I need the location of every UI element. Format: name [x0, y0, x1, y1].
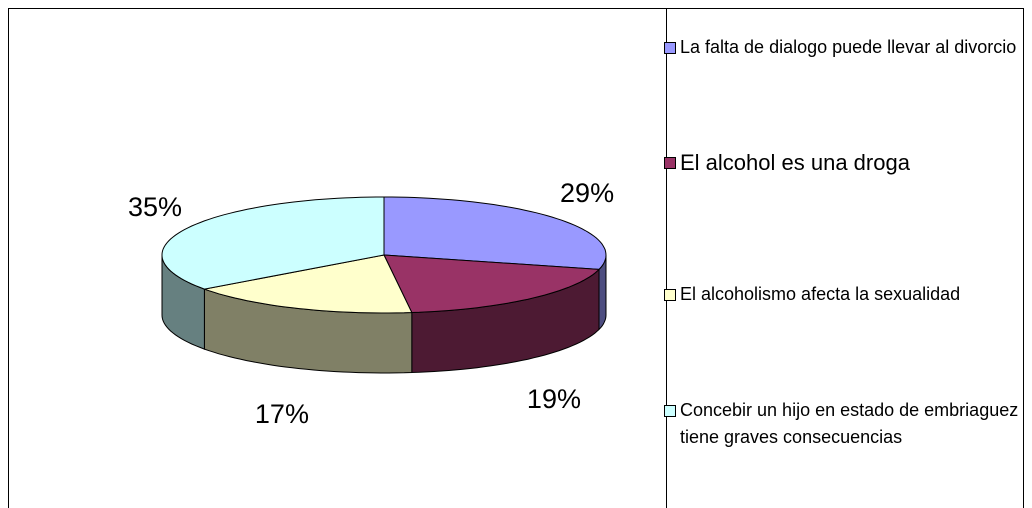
pie-slice — [383, 254, 601, 314]
legend-swatch — [664, 289, 676, 301]
pie-slice — [383, 196, 607, 270]
data-label: 35% — [128, 192, 182, 222]
legend-label: Concebir un hijo en estado de embriaguez… — [680, 400, 1019, 447]
pie-chart: 29% 19% 17% 35% — [128, 178, 614, 429]
pie-slice — [202, 254, 413, 314]
legend-divider — [666, 9, 667, 508]
data-label: 19% — [527, 384, 581, 414]
legend-swatch — [664, 42, 676, 54]
legend-swatch — [664, 405, 676, 417]
data-label: 29% — [560, 178, 614, 208]
chart-frame: 29% 19% 17% 35% La falta de dialogo puede l… — [8, 8, 1024, 508]
legend-item: Concebir un hijo en estado de embriaguez… — [664, 397, 1020, 451]
legend-item: El alcoholismo afecta la sexualidad — [664, 281, 1020, 308]
legend-label: El alcoholismo afecta la sexualidad — [680, 284, 961, 304]
legend-item: El alcohol es una droga — [664, 149, 980, 176]
legend-item: La falta de dialogo puede llevar al divo… — [664, 34, 1023, 61]
page: {"chart_data": {"type": "pie", "categori… — [8, 8, 1024, 508]
legend-swatch — [664, 157, 676, 169]
legend-label: La falta de dialogo puede llevar al divo… — [680, 37, 1017, 57]
legend-label: El alcohol es una droga — [680, 150, 910, 175]
data-label: 17% — [255, 399, 309, 429]
pie-slice — [161, 196, 385, 290]
